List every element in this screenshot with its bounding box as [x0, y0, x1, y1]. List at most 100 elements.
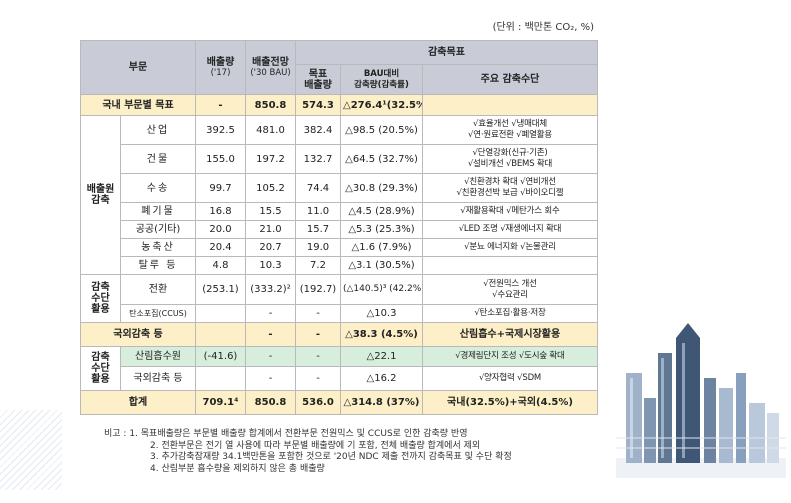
header-target-2: 배출량	[304, 79, 332, 91]
row-reduction: (△140.5)³ (42.2%)	[340, 274, 423, 305]
row-target: -	[295, 304, 341, 323]
abroad-label: 국외감축 등	[80, 322, 196, 347]
row-means: √탄소포집·활용·저장	[422, 304, 598, 323]
abroad-emission	[195, 322, 246, 347]
row-emission	[195, 304, 246, 323]
row-forecast: (333.2)²	[245, 274, 296, 305]
row-name: 산림흡수원	[120, 346, 196, 367]
header-sector: 부문	[80, 40, 196, 95]
row-means: √단열강화(신규·기존) √설비개선 √BEMS 확대	[422, 144, 598, 174]
total-target: 536.0	[295, 390, 341, 415]
means-line: √설비개선 √BEMS 확대	[467, 159, 553, 169]
footnotes: 비고 : 1. 목표배출량은 부문별 배출량 합계에서 전환부문 전원믹스 및 …	[104, 429, 512, 475]
total-label: 합계	[80, 390, 196, 415]
abroad-means: 산림흡수+국제시장활용	[422, 322, 598, 347]
header-emission: 배출량 ('17)	[195, 40, 246, 95]
row-reduction: △30.8 (29.3%)	[340, 173, 423, 203]
row-forecast: 481.0	[245, 115, 296, 145]
means-line: √효율개선 √냉매대체	[473, 119, 547, 129]
means-line: √수요관리	[492, 289, 528, 300]
row-name: 탄소포집(CCUS)	[120, 304, 196, 323]
row-forecast: -	[245, 366, 296, 391]
row-reduction: △1.6 (7.9%)	[340, 238, 423, 257]
footnote-prefix: 비고 :	[104, 429, 130, 439]
emission-group-line1: 배출원	[86, 184, 115, 195]
row-target: 15.7	[295, 220, 341, 239]
header-emission-year: ('17)	[210, 67, 231, 78]
table-row: 농축산 20.4 20.7 19.0 △1.6 (7.9%) √분뇨 에너지화 …	[81, 238, 598, 257]
total-means: 국내(32.5%)+국외(4.5%)	[422, 390, 598, 415]
decorative-hatch	[0, 410, 62, 490]
header-reduction-goal: 감축목표	[295, 40, 598, 65]
row-forecast: -	[245, 304, 296, 323]
row-name: 전환	[120, 274, 196, 305]
means-line: √단열강화(신규·기존)	[472, 148, 548, 158]
emission-group-label: 배출원 감축	[80, 115, 121, 275]
means-line: √연·원료전환 √폐열활용	[467, 130, 553, 140]
row-emission: (253.1)	[195, 274, 246, 305]
header-bau-reduction: BAU대비 감축량(감축률)	[340, 64, 423, 95]
row-name: 탈루 등	[120, 256, 196, 275]
row-means: √재활용확대 √메탄가스 회수	[422, 202, 598, 221]
header-forecast: 배출전망 ('30 BAU)	[245, 40, 296, 95]
table-row: 감축 수단 활용 전환 (253.1) (333.2)² (192.7) (△1…	[80, 274, 598, 323]
domestic-reduction: △276.4¹(32.5%)	[340, 94, 423, 116]
header-row-1: 부문 배출량 ('17) 배출전망 ('30 BAU) 감축목표	[80, 40, 598, 95]
city-skyline-illustration	[616, 323, 786, 478]
row-target: (192.7)	[295, 274, 341, 305]
abroad-group-line1: 감축	[91, 352, 110, 363]
row-emission: 392.5	[195, 115, 246, 145]
row-reduction: △22.1	[340, 346, 423, 367]
abroad-group-line2: 수단	[91, 363, 110, 374]
row-means: √분뇨 에너지화 √논물관리	[422, 238, 598, 257]
footnote-2: 2. 전환부문은 전기 열 사용에 따라 부문별 배출량에 기 포함, 전체 배…	[150, 440, 481, 451]
row-emission: 20.4	[195, 238, 246, 257]
row-target: 11.0	[295, 202, 341, 221]
header-target-1: 목표	[308, 68, 328, 80]
row-reduction: △16.2	[340, 366, 423, 391]
header-forecast-year: ('30 BAU)	[250, 67, 291, 78]
row-name: 국외감축 등	[120, 366, 196, 391]
row-emission: 20.0	[195, 220, 246, 239]
row-emission	[195, 366, 246, 391]
row-name: 공공(기타)	[120, 220, 196, 239]
footnote-4: 4. 산림부분 흡수량을 제외하지 않은 총 배출량	[150, 463, 325, 474]
means-group-line3: 활용	[91, 304, 110, 315]
footnote-text: 1. 목표배출량은 부문별 배출량 합계에서 전환부문 전원믹스 및 CCUS로…	[129, 429, 468, 439]
row-emission: 4.8	[195, 256, 246, 275]
total-forecast: 850.8	[245, 390, 296, 415]
row-means: √경제림단지 조성 √도시숲 확대	[422, 346, 598, 367]
table-row: 수송 99.7 105.2 74.4 △30.8 (29.3%) √친환경차 확…	[81, 173, 598, 203]
table-row: 탄소포집(CCUS) - - △10.3 √탄소포집·활용·저장	[81, 304, 598, 323]
abroad-target: -	[295, 322, 341, 347]
abroad-group-label: 감축 수단 활용	[80, 346, 121, 391]
abroad-row: 국외감축 등 - - △38.3 (4.5%) 산림흡수+국제시장활용	[80, 322, 598, 347]
table-row: 폐기물 16.8 15.5 11.0 △4.5 (28.9%) √재활용확대 √…	[81, 202, 598, 221]
abroad-reduction: △38.3 (4.5%)	[340, 322, 423, 347]
row-name: 산업	[120, 115, 196, 145]
row-target: 7.2	[295, 256, 341, 275]
row-target: 382.4	[295, 115, 341, 145]
means-group-line1: 감축	[91, 282, 110, 293]
total-row: 합계 709.1⁴ 850.8 536.0 △314.8 (37%) 국내(32…	[80, 390, 598, 415]
row-means: √친환경차 확대 √연비개선 √친환경선박 보급 √바이오디젤	[422, 173, 598, 203]
abroad-forecast: -	[245, 322, 296, 347]
row-reduction: △10.3	[340, 304, 423, 323]
means-group-label: 감축 수단 활용	[80, 274, 121, 323]
table-row: 탈루 등 4.8 10.3 7.2 △3.1 (30.5%)	[81, 256, 598, 275]
header-target-emission: 목표 배출량	[295, 64, 341, 95]
abroad-group-line3: 활용	[91, 374, 110, 385]
domestic-row: 국내 부문별 목표 - 850.8 574.3 △276.4¹(32.5%)	[80, 94, 598, 116]
row-means: √양자협력 √SDM	[422, 366, 598, 391]
row-target: -	[295, 366, 341, 391]
total-emission: 709.1⁴	[195, 390, 246, 415]
footnote-1: 비고 : 1. 목표배출량은 부문별 배출량 합계에서 전환부문 전원믹스 및 …	[104, 429, 512, 441]
row-name: 수송	[120, 173, 196, 203]
row-reduction: △4.5 (28.9%)	[340, 202, 423, 221]
domestic-target: 574.3	[295, 94, 341, 116]
domestic-emission: -	[195, 94, 246, 116]
header-emission-label: 배출량	[206, 56, 235, 68]
row-forecast: 10.3	[245, 256, 296, 275]
total-reduction: △314.8 (37%)	[340, 390, 423, 415]
row-forecast: 20.7	[245, 238, 296, 257]
